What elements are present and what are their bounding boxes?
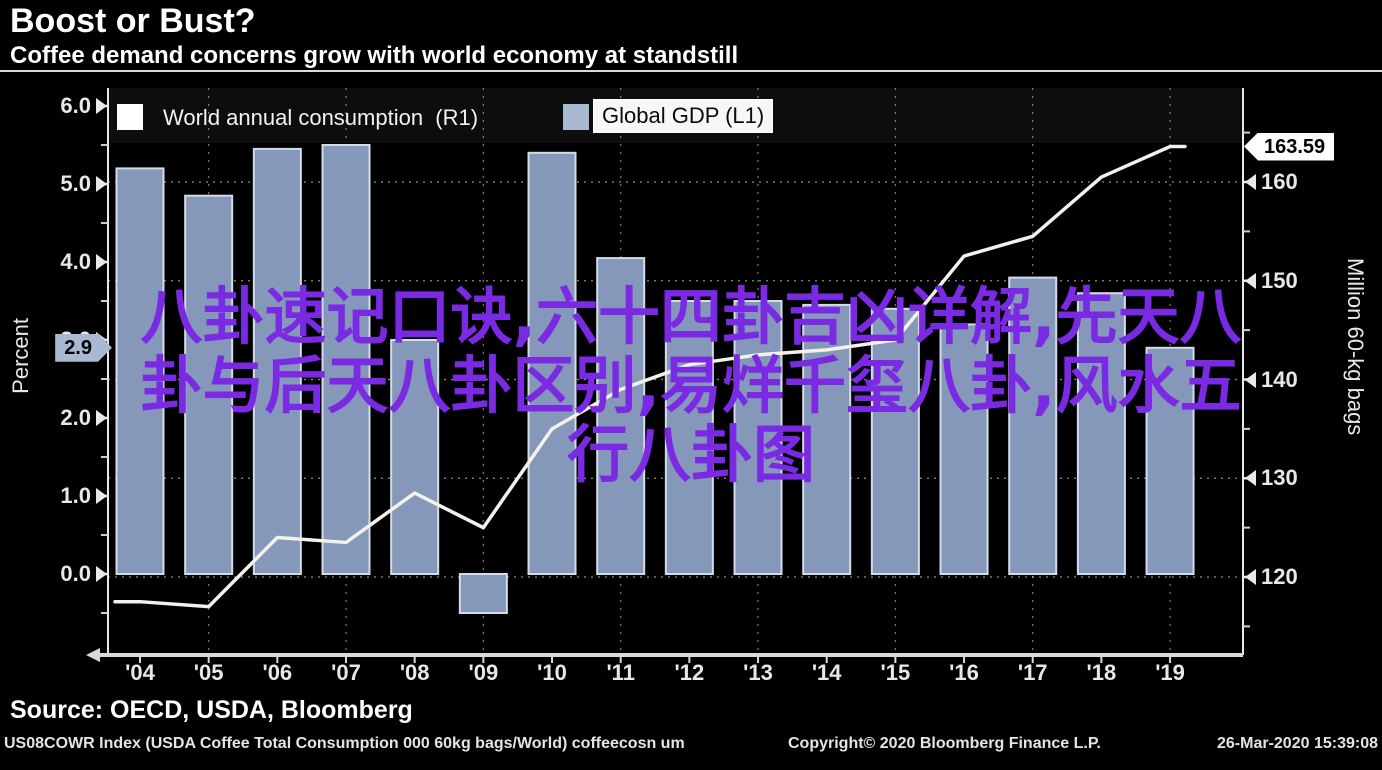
y-axis-left-tick-label: 2.0 (60, 406, 107, 430)
x-axis-year-label: '14 (811, 660, 842, 685)
footer-timestamp: 26-Mar-2020 15:39:08 (1217, 735, 1378, 752)
consumption-last-value-badge: 163.59 (1244, 132, 1335, 161)
x-axis-year-label: '11 (606, 660, 635, 685)
x-axis-year-label: '06 (262, 660, 293, 685)
gdp-bar (1008, 276, 1058, 575)
gdp-bar (939, 323, 989, 575)
x-axis-year-label: '15 (880, 660, 911, 685)
x-axis-year-label: '05 (193, 660, 224, 685)
page-title: Boost or Bust? (10, 2, 256, 40)
header-divider (0, 70, 1382, 72)
gdp-bar (870, 307, 920, 575)
tick-arrow-icon (96, 254, 107, 270)
right-axis-title: Million 60-kg bags (1343, 258, 1368, 436)
x-axis-year-label: '18 (1086, 660, 1117, 685)
gdp-bar (527, 151, 577, 576)
consumption-line (113, 144, 1187, 609)
y-axis-right-tick-label: 150 (1245, 268, 1298, 293)
gdp-bar (252, 147, 302, 575)
y-axis-left-tick-label: 6.0 (60, 94, 107, 118)
y-axis-left-tick-label: 1.0 (60, 484, 107, 508)
x-axis-year-label: '08 (399, 660, 430, 685)
x-axis-year-label: '10 (537, 660, 567, 685)
tick-arrow-icon (1245, 272, 1256, 289)
x-axis-year-label: '16 (949, 660, 979, 685)
x-axis-year-label: '07 (331, 660, 361, 685)
gdp-bar (390, 339, 440, 575)
gdp-bar (184, 194, 234, 575)
gdp-bar (1076, 292, 1126, 575)
legend-label-consumption[interactable]: World annual consumption (R1) (163, 105, 479, 130)
y-axis-left-tick-label: 4.0 (60, 250, 107, 274)
x-axis-year-label: '12 (674, 660, 705, 685)
gdp-last-value-badge: 2.9 (55, 334, 112, 362)
x-axis-year-label: '09 (468, 660, 499, 685)
y-axis-right-tick-label: 160 (1245, 170, 1298, 194)
tick-arrow-icon (1245, 470, 1256, 487)
x-axis-year-label: '04 (125, 660, 155, 685)
gdp-bar (115, 167, 165, 575)
tick-arrow-icon (96, 176, 107, 192)
tick-arrow-icon (1245, 371, 1256, 388)
page-subtitle: Coffee demand concerns grow with world e… (10, 42, 739, 69)
y-axis-right-tick-label: 130 (1245, 466, 1298, 490)
tick-arrow-icon (96, 566, 107, 582)
tick-arrow-icon (1245, 174, 1256, 190)
x-axis-year-label: '13 (743, 660, 773, 685)
legend-swatch-consumption (117, 104, 143, 130)
x-axis-year-label: '17 (1017, 660, 1048, 685)
source-text: Source: OECD, USDA, Bloomberg (10, 696, 413, 724)
gdp-bar (321, 144, 371, 575)
gdp-bar (664, 300, 714, 575)
tick-arrow-icon (1245, 569, 1256, 585)
legend-swatch-gdp (563, 104, 589, 130)
footer-index-description: US08COWR Index (USDA Coffee Total Consum… (4, 735, 685, 752)
gdp-bar (458, 573, 508, 614)
y-axis-left-tick-label: 0.0 (60, 562, 107, 586)
gdp-bar (596, 257, 646, 575)
gdp-bar (733, 300, 783, 575)
tick-arrow-icon (96, 410, 107, 426)
legend-label-gdp[interactable]: Global GDP (L1) (593, 99, 774, 133)
x-axis-year-label: '19 (1155, 660, 1185, 685)
footer-bar: US08COWR Index (USDA Coffee Total Consum… (0, 735, 1382, 759)
footer-copyright: Copyright© 2020 Bloomberg Finance L.P. (788, 735, 1101, 752)
y-axis-right-tick-label: 140 (1245, 367, 1298, 392)
tick-arrow-icon (96, 98, 107, 114)
gdp-bar (1145, 346, 1195, 575)
gdp-bar (802, 303, 852, 575)
left-axis-title: Percent (8, 318, 33, 394)
y-axis-right-tick-label: 120 (1245, 565, 1298, 589)
y-axis-left-tick-label: 5.0 (60, 172, 107, 196)
tick-arrow-icon (96, 488, 107, 504)
